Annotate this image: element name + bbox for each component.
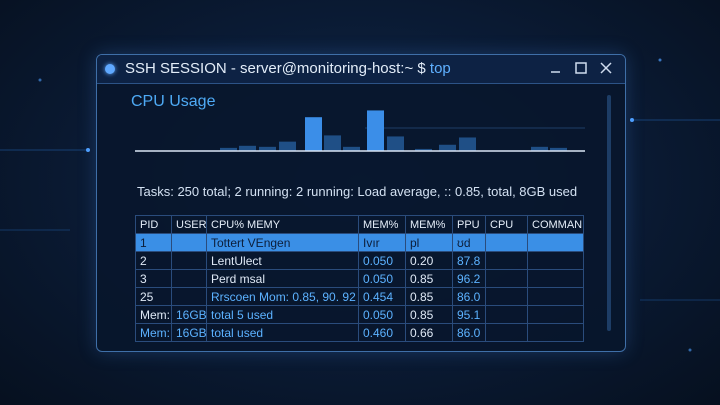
pid-cell: 3 bbox=[135, 269, 172, 288]
table-header-row: PID USER CPU% MEMY MEM% MEM% PPU CPU COM… bbox=[135, 215, 584, 234]
name-cell: Rrscoen Mom: 0.85, 90. 92 bbox=[206, 287, 359, 306]
cpu-bar bbox=[550, 147, 567, 151]
command-cell bbox=[527, 233, 584, 252]
pid-cell: 25 bbox=[135, 287, 172, 306]
value-cell: 87.8 bbox=[452, 251, 486, 270]
cpu-usage-chart bbox=[135, 110, 585, 152]
value-cell: 86.0 bbox=[452, 287, 486, 306]
maximize-icon[interactable] bbox=[572, 59, 590, 77]
pid-cell: 1 bbox=[135, 233, 172, 252]
value-cell bbox=[485, 251, 528, 270]
cpu-bar bbox=[279, 141, 296, 151]
user-cell bbox=[171, 251, 207, 270]
user-cell: 16GB bbox=[171, 305, 207, 324]
window-title-prefix: SSH SESSION - server@monitoring-host:~ $ bbox=[125, 60, 430, 77]
value-cell: ʊd bbox=[452, 233, 486, 252]
table-row[interactable]: 3 Perd msal 0.050 0.85 96.2 bbox=[135, 269, 584, 288]
cpu-bar bbox=[343, 146, 360, 151]
cpu-usage-label: CPU Usage bbox=[131, 93, 216, 110]
cpu-bar bbox=[259, 146, 276, 151]
name-cell: Perd msal bbox=[206, 269, 359, 288]
value-cell: 0.050 bbox=[358, 269, 406, 288]
value-cell: 86.0 bbox=[452, 323, 486, 342]
table-row[interactable]: 25 Rrscoen Mom: 0.85, 90. 92 0.454 0.85 … bbox=[135, 287, 584, 306]
value-cell: 0.050 bbox=[358, 305, 406, 324]
value-cell: 0.460 bbox=[358, 323, 406, 342]
column-header[interactable]: USER bbox=[171, 215, 207, 234]
column-header[interactable]: PPU bbox=[452, 215, 486, 234]
value-cell bbox=[485, 323, 528, 342]
value-cell: 0.85 bbox=[405, 287, 453, 306]
user-cell bbox=[171, 269, 207, 288]
value-cell bbox=[485, 269, 528, 288]
title-bar: SSH SESSION - server@monitoring-host:~ $… bbox=[97, 55, 625, 84]
table-row[interactable]: 2 LentUlect 0.050 0.20 87.8 bbox=[135, 251, 584, 270]
name-cell: total 5 used bbox=[206, 305, 359, 324]
user-cell bbox=[171, 233, 207, 252]
value-cell bbox=[485, 287, 528, 306]
window-title-command: top bbox=[429, 60, 451, 77]
cpu-bar bbox=[220, 147, 237, 151]
pid-cell: Mem: bbox=[135, 323, 172, 342]
cpu-bar bbox=[239, 145, 256, 151]
cpu-bar bbox=[415, 148, 432, 151]
name-cell: total used bbox=[206, 323, 359, 342]
value-cell: 0.050 bbox=[358, 251, 406, 270]
value-cell: 0.454 bbox=[358, 287, 406, 306]
value-cell: 0.85 bbox=[405, 269, 453, 288]
cpu-bar bbox=[439, 144, 456, 151]
value-cell: 96.2 bbox=[452, 269, 486, 288]
name-cell: Tottert VEngen bbox=[206, 233, 359, 252]
cpu-bar bbox=[387, 136, 404, 151]
vertical-scrollbar[interactable] bbox=[607, 95, 611, 331]
pid-cell: 2 bbox=[135, 251, 172, 270]
status-dot-icon bbox=[105, 64, 115, 74]
table-row-selected[interactable]: 1 Tottert VEngen Ivır pl ʊd bbox=[135, 233, 584, 252]
value-cell bbox=[485, 233, 528, 252]
value-cell: Ivır bbox=[358, 233, 406, 252]
cpu-bar bbox=[367, 110, 384, 151]
terminal-window: SSH SESSION - server@monitoring-host:~ $… bbox=[96, 54, 626, 352]
table-row[interactable]: Mem: 16GB total used 0.460 0.66 86.0 bbox=[135, 323, 584, 342]
cpu-bar bbox=[305, 117, 322, 151]
column-header[interactable]: MEM% bbox=[358, 215, 406, 234]
command-cell bbox=[527, 287, 584, 306]
value-cell: 0.85 bbox=[405, 305, 453, 324]
value-cell: pl bbox=[405, 233, 453, 252]
command-cell bbox=[527, 323, 584, 342]
table-row[interactable]: Mem: 16GB total 5 used 0.050 0.85 95.1 bbox=[135, 305, 584, 324]
column-header[interactable]: COMMAND bbox=[527, 215, 584, 234]
name-cell: LentUlect bbox=[206, 251, 359, 270]
close-icon[interactable] bbox=[597, 59, 615, 77]
value-cell: 0.66 bbox=[405, 323, 453, 342]
cpu-bar bbox=[324, 135, 341, 151]
user-cell: 16GB bbox=[171, 323, 207, 342]
column-header[interactable]: MEM% bbox=[405, 215, 453, 234]
minimize-icon[interactable] bbox=[547, 59, 565, 77]
column-header[interactable]: CPU bbox=[485, 215, 528, 234]
value-cell: 0.20 bbox=[405, 251, 453, 270]
column-header[interactable]: CPU% MEMY bbox=[206, 215, 359, 234]
cpu-bar bbox=[459, 137, 476, 151]
window-title: SSH SESSION - server@monitoring-host:~ $… bbox=[125, 60, 451, 77]
cpu-bar bbox=[531, 146, 548, 151]
user-cell bbox=[171, 287, 207, 306]
command-cell bbox=[527, 269, 584, 288]
value-cell: 95.1 bbox=[452, 305, 486, 324]
column-header[interactable]: PID bbox=[135, 215, 172, 234]
command-cell bbox=[527, 251, 584, 270]
value-cell bbox=[485, 305, 528, 324]
tasks-summary: Tasks: 250 total; 2 running: 2 running: … bbox=[137, 184, 578, 199]
pid-cell: Mem: bbox=[135, 305, 172, 324]
process-table: PID USER CPU% MEMY MEM% MEM% PPU CPU COM… bbox=[135, 215, 584, 342]
command-cell bbox=[527, 305, 584, 324]
